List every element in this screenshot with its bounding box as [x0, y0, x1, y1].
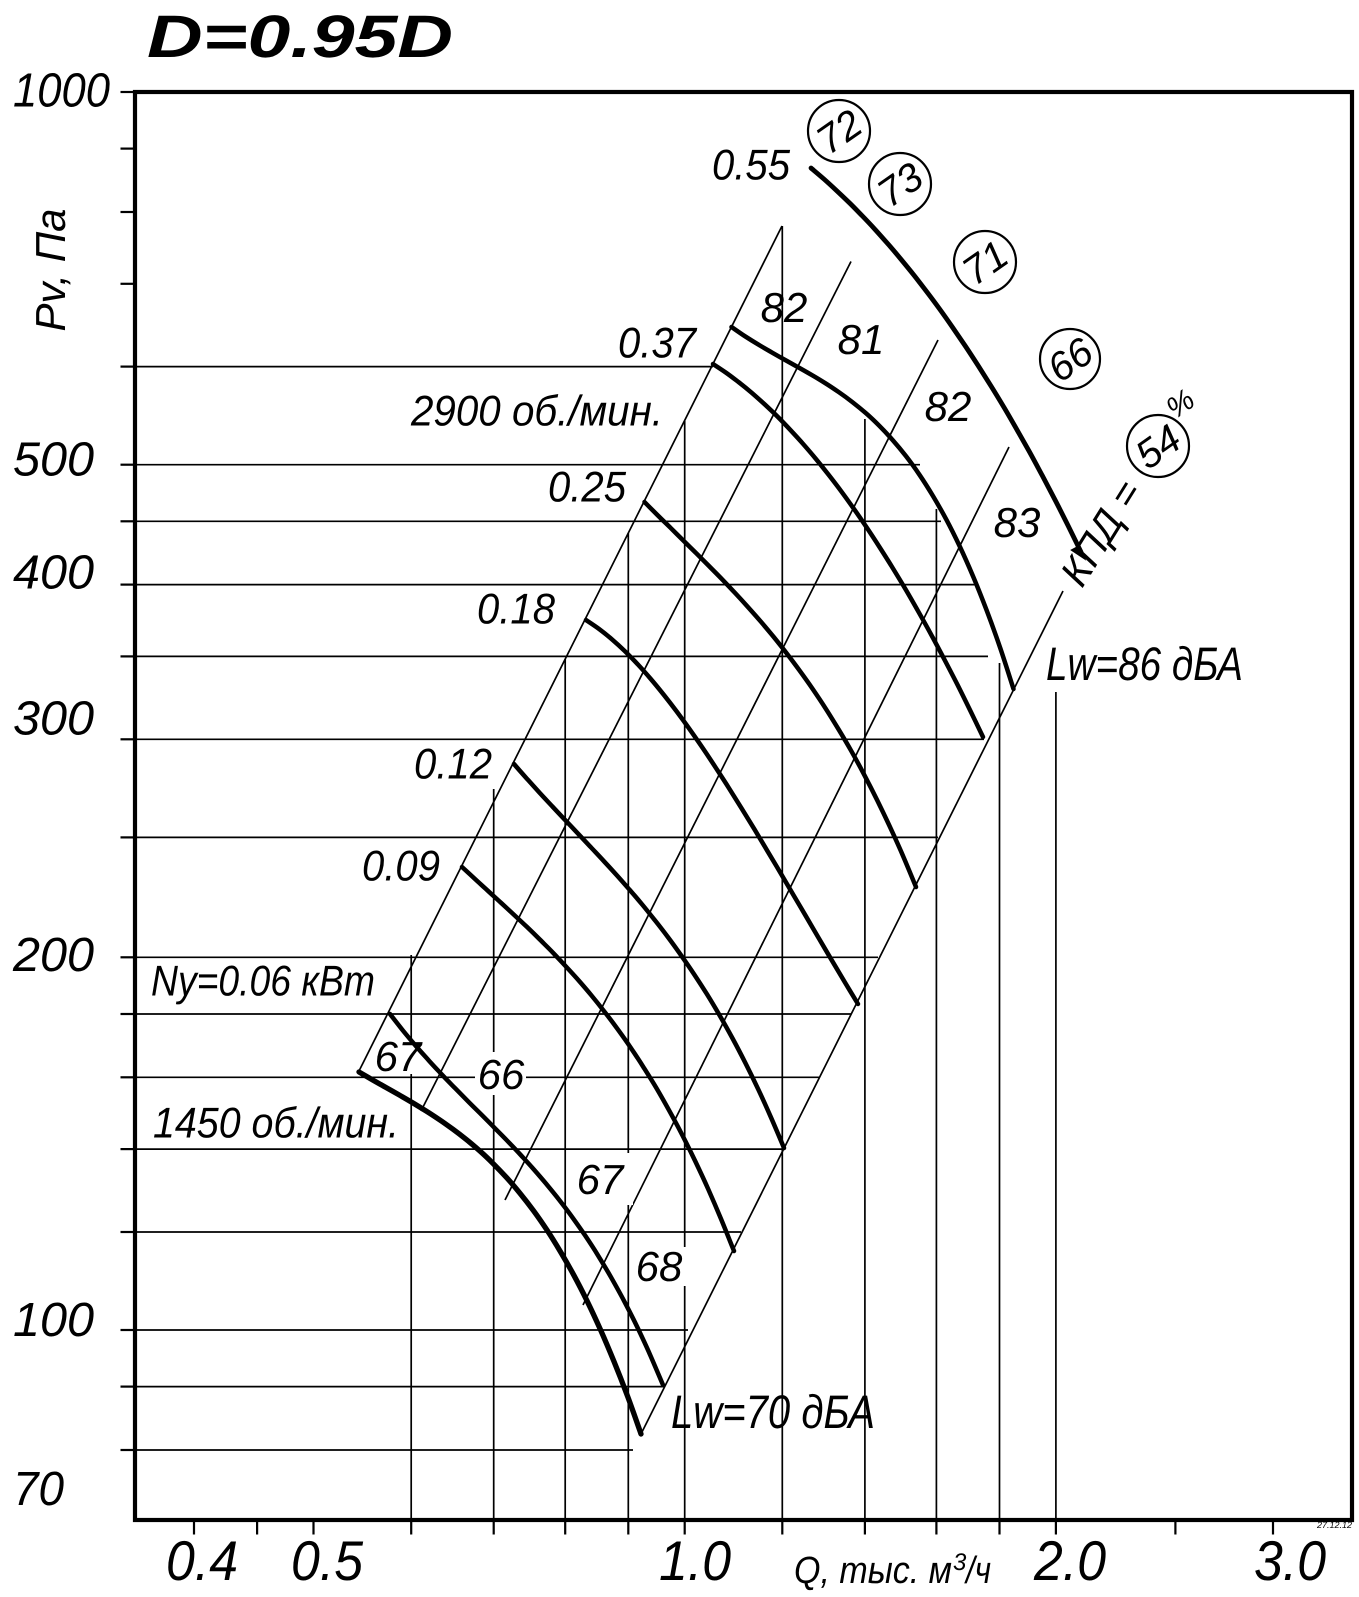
svg-text:82: 82: [925, 383, 972, 430]
svg-text:3: 3: [953, 1549, 967, 1576]
svg-text:400: 400: [13, 547, 94, 600]
svg-text:1450 об./мин.: 1450 об./мин.: [153, 1100, 399, 1148]
svg-text:1000: 1000: [13, 65, 110, 118]
svg-text:Pv, Па: Pv, Па: [27, 208, 74, 331]
svg-text:0.12: 0.12: [414, 741, 492, 789]
svg-text:/ч: /ч: [964, 1550, 991, 1592]
svg-text:300: 300: [13, 693, 94, 746]
svg-text:0.37: 0.37: [618, 320, 698, 368]
svg-text:2.0: 2.0: [1033, 1529, 1106, 1592]
svg-text:83: 83: [994, 499, 1041, 546]
svg-text:0.18: 0.18: [477, 586, 555, 634]
svg-text:200: 200: [12, 929, 94, 982]
svg-text:2900 об./мин.: 2900 об./мин.: [410, 388, 663, 436]
svg-text:КПД =: КПД =: [1052, 473, 1150, 594]
svg-text:0.4: 0.4: [166, 1529, 238, 1592]
svg-text:D=0.95D: D=0.95D: [147, 3, 453, 70]
svg-text:1.0: 1.0: [659, 1529, 731, 1592]
svg-text:Ny=0.06 кВт: Ny=0.06 кВт: [151, 958, 375, 1006]
svg-text:0.5: 0.5: [291, 1529, 364, 1592]
svg-text:Lw=86 дБА: Lw=86 дБА: [1046, 637, 1243, 690]
svg-text:27.12.12: 27.12.12: [1316, 1520, 1352, 1530]
svg-text:82: 82: [761, 284, 808, 331]
svg-text:0.25: 0.25: [548, 464, 627, 512]
svg-text:Lw=70 дБА: Lw=70 дБА: [671, 1385, 875, 1438]
svg-text:500: 500: [13, 434, 94, 487]
svg-text:68: 68: [636, 1243, 683, 1290]
svg-text:0.09: 0.09: [362, 843, 440, 891]
svg-text:100: 100: [13, 1294, 94, 1347]
svg-text:66: 66: [478, 1051, 525, 1098]
svg-text:70: 70: [13, 1463, 64, 1516]
svg-text:0.55: 0.55: [712, 142, 791, 190]
svg-text:Q, тыс. м: Q, тыс. м: [794, 1550, 952, 1592]
svg-text:67: 67: [577, 1156, 625, 1203]
svg-text:67: 67: [375, 1033, 423, 1080]
svg-text:81: 81: [838, 316, 885, 363]
svg-text:3.0: 3.0: [1254, 1529, 1326, 1592]
